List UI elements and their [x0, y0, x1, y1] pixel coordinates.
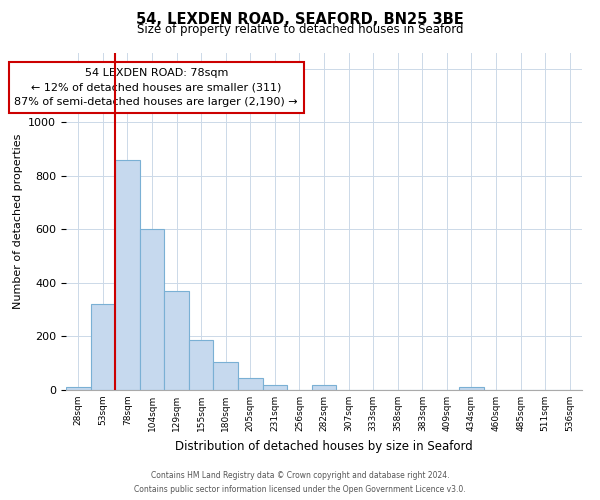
Bar	[459, 388, 484, 390]
Y-axis label: Number of detached properties: Number of detached properties	[13, 134, 23, 309]
Text: 54, LEXDEN ROAD, SEAFORD, BN25 3BE: 54, LEXDEN ROAD, SEAFORD, BN25 3BE	[136, 12, 464, 28]
Bar	[312, 384, 336, 390]
Bar	[115, 160, 140, 390]
Bar	[238, 378, 263, 390]
X-axis label: Distribution of detached houses by size in Seaford: Distribution of detached houses by size …	[175, 440, 473, 452]
Bar	[140, 230, 164, 390]
Text: Contains HM Land Registry data © Crown copyright and database right 2024.
Contai: Contains HM Land Registry data © Crown c…	[134, 472, 466, 494]
Bar	[91, 304, 115, 390]
Bar	[66, 388, 91, 390]
Bar	[189, 340, 214, 390]
Bar	[214, 362, 238, 390]
Bar	[164, 291, 189, 390]
Bar	[263, 384, 287, 390]
Text: 54 LEXDEN ROAD: 78sqm
← 12% of detached houses are smaller (311)
87% of semi-det: 54 LEXDEN ROAD: 78sqm ← 12% of detached …	[14, 68, 298, 108]
Text: Size of property relative to detached houses in Seaford: Size of property relative to detached ho…	[137, 22, 463, 36]
